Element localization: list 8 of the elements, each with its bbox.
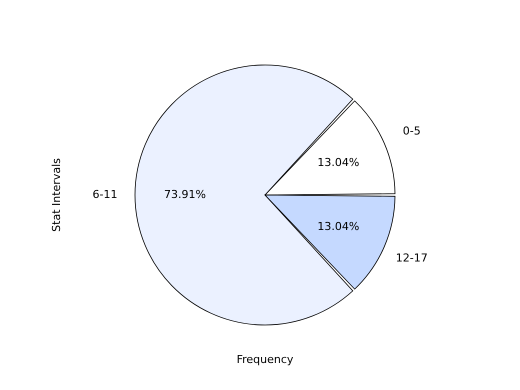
data-label: 73.91% (164, 188, 206, 201)
slice-label: 0-5 (402, 124, 421, 138)
slice-label: 12-17 (396, 252, 428, 265)
slice-label: 6-11 (92, 188, 118, 201)
data-label: 13.04% (317, 156, 360, 170)
data-label: 13.04% (317, 220, 360, 233)
text: Frequency (236, 353, 294, 366)
text: Stat Intervals (50, 158, 63, 232)
